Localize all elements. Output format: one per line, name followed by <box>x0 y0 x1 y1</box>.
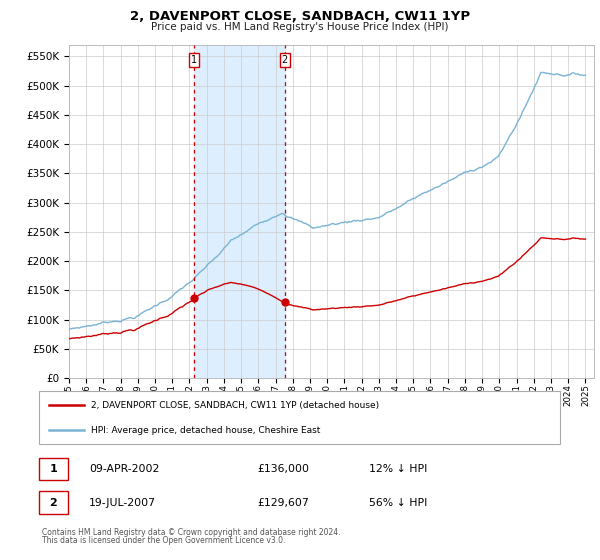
Text: 2: 2 <box>282 55 288 65</box>
Text: £129,607: £129,607 <box>258 498 310 507</box>
Text: 19-JUL-2007: 19-JUL-2007 <box>89 498 156 507</box>
Text: 1: 1 <box>191 55 197 65</box>
Text: 12% ↓ HPI: 12% ↓ HPI <box>368 464 427 474</box>
Text: 56% ↓ HPI: 56% ↓ HPI <box>368 498 427 507</box>
Text: 2: 2 <box>49 498 57 507</box>
Text: £136,000: £136,000 <box>258 464 310 474</box>
Text: 1: 1 <box>49 464 57 474</box>
Text: Price paid vs. HM Land Registry's House Price Index (HPI): Price paid vs. HM Land Registry's House … <box>151 22 449 32</box>
Bar <box>194 45 285 378</box>
FancyBboxPatch shape <box>38 391 560 444</box>
Text: This data is licensed under the Open Government Licence v3.0.: This data is licensed under the Open Gov… <box>42 536 286 545</box>
FancyBboxPatch shape <box>38 458 68 480</box>
Text: 2, DAVENPORT CLOSE, SANDBACH, CW11 1YP (detached house): 2, DAVENPORT CLOSE, SANDBACH, CW11 1YP (… <box>91 400 380 409</box>
Text: 09-APR-2002: 09-APR-2002 <box>89 464 159 474</box>
FancyBboxPatch shape <box>38 492 68 514</box>
Text: Contains HM Land Registry data © Crown copyright and database right 2024.: Contains HM Land Registry data © Crown c… <box>42 528 341 536</box>
Text: 2, DAVENPORT CLOSE, SANDBACH, CW11 1YP: 2, DAVENPORT CLOSE, SANDBACH, CW11 1YP <box>130 10 470 23</box>
Text: HPI: Average price, detached house, Cheshire East: HPI: Average price, detached house, Ches… <box>91 426 321 435</box>
